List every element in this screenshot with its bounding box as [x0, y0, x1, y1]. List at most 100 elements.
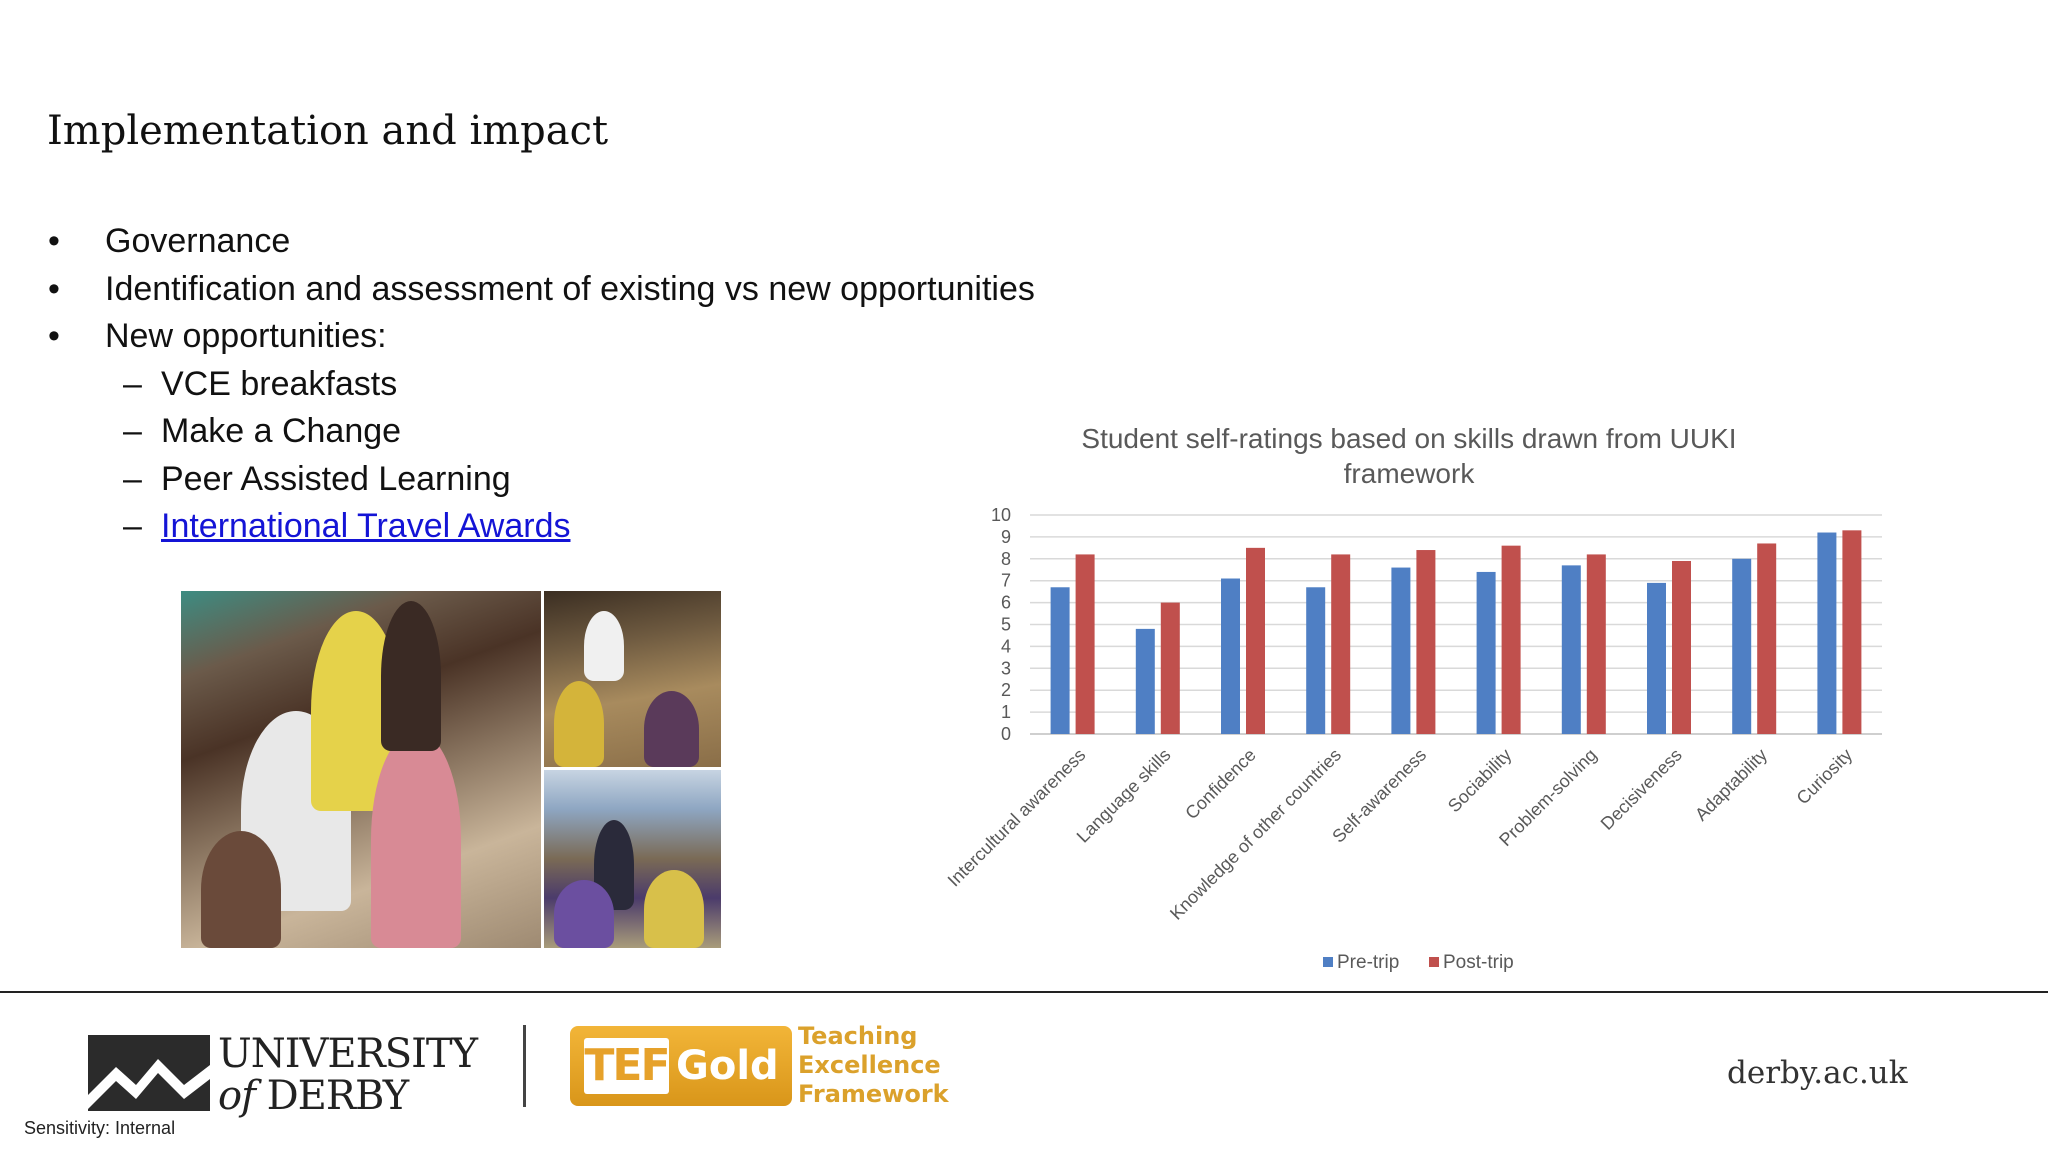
bullet-item: • Governance: [48, 218, 1035, 266]
y-tick-label: 6: [1001, 593, 1011, 613]
x-tick-label: Knowledge of other countries: [1166, 745, 1345, 924]
photo-figure: [381, 601, 441, 751]
photo-main: [181, 591, 541, 948]
website-url: derby.ac.uk: [1727, 1055, 1908, 1091]
x-tick-label: Curiosity: [1793, 745, 1857, 809]
photo-figure: [554, 681, 604, 767]
sub-bullet-item: – Peer Assisted Learning: [48, 456, 1035, 504]
bullet-marker: •: [48, 222, 60, 260]
bar-pre-trip: [1647, 582, 1666, 734]
photo-bottom-right: [544, 770, 721, 948]
photo-figure: [201, 831, 281, 948]
bullet-item: • New opportunities:: [48, 313, 1035, 361]
chart-title-line: framework: [1344, 458, 1476, 489]
x-tick-label: Confidence: [1181, 745, 1260, 824]
bar-pre-trip: [1476, 571, 1496, 734]
tef-wordmark: Teaching Excellence Framework: [798, 1022, 949, 1109]
legend-swatch: [1323, 957, 1333, 967]
y-tick-label: 3: [1001, 658, 1011, 678]
international-travel-awards-link[interactable]: International Travel Awards: [161, 507, 571, 545]
tef-level: Gold: [676, 1043, 779, 1089]
photo-figure: [644, 691, 699, 767]
bar-post-trip: [1672, 560, 1691, 734]
y-tick-label: 0: [1001, 724, 1011, 744]
sub-bullet-marker: –: [123, 459, 142, 498]
legend-label: Pre-trip: [1337, 952, 1399, 973]
y-tick-label: 1: [1001, 702, 1011, 722]
bar-pre-trip: [1050, 587, 1070, 734]
photo-collage: [181, 591, 721, 948]
photo-figure: [554, 880, 614, 948]
y-tick-label: 8: [1001, 549, 1011, 569]
sub-bullet-marker: –: [123, 507, 142, 545]
bar-post-trip: [1501, 545, 1521, 734]
bullet-text: New opportunities:: [105, 317, 387, 355]
sub-bullet-item: – Make a Change: [48, 408, 1035, 456]
logo-divider: [523, 1025, 526, 1107]
university-derby: DERBY: [266, 1073, 409, 1119]
x-tick-label: Decisiveness: [1597, 745, 1686, 834]
y-tick-label: 10: [991, 505, 1011, 525]
tef-badge-inner: TEF Gold: [576, 1032, 786, 1100]
bullet-list: • Governance • Identification and assessme…: [48, 218, 1035, 551]
bullet-marker: •: [48, 269, 60, 308]
x-tick-label: Intercultural awareness: [944, 745, 1090, 891]
footer-divider: [0, 991, 2048, 993]
bar-post-trip: [1331, 554, 1351, 734]
y-tick-label: 9: [1001, 527, 1011, 547]
bar-pre-trip: [1561, 565, 1581, 734]
bar-pre-trip: [1817, 532, 1837, 734]
university-line2: of DERBY: [218, 1075, 477, 1117]
bar-post-trip: [1246, 547, 1265, 734]
sub-bullet-item: – VCE breakfasts: [48, 361, 1035, 409]
university-line1: UNIVERSITY: [218, 1031, 478, 1077]
bar-chart: Student self-ratings based on skills dra…: [944, 423, 1882, 973]
slide-title: Implementation and impact: [47, 108, 609, 154]
bullet-text: Identification and assessment of existin…: [105, 269, 1035, 308]
bar-post-trip: [1842, 530, 1862, 734]
tef-gold-badge: TEF Gold: [570, 1026, 792, 1106]
bar-post-trip: [1416, 550, 1436, 734]
y-tick-label: 7: [1001, 571, 1011, 591]
sub-bullet-marker: –: [123, 364, 142, 403]
mountains-icon: [88, 1035, 210, 1111]
photo-figure: [644, 870, 704, 948]
photo-figure: [371, 731, 461, 948]
tef-word: Teaching: [798, 1022, 918, 1050]
tef-word: Framework: [798, 1080, 949, 1108]
bullet-item: • Identification and assessment of existi…: [48, 266, 1035, 314]
bar-pre-trip: [1306, 587, 1326, 734]
bar-pre-trip: [1135, 628, 1155, 734]
y-tick-label: 5: [1001, 615, 1011, 635]
legend-swatch: [1429, 957, 1439, 967]
x-tick-label: Adaptability: [1691, 745, 1771, 825]
sub-bullet-text: VCE breakfasts: [161, 364, 398, 403]
sub-bullet-text: Peer Assisted Learning: [161, 459, 511, 498]
photo-figure: [584, 611, 624, 681]
bar-post-trip: [1075, 554, 1095, 734]
university-of-derby-logo: UNIVERSITY of DERBY: [88, 1033, 488, 1117]
tef-word: Excellence: [798, 1051, 941, 1079]
sub-bullet-marker: –: [123, 412, 142, 450]
sensitivity-label: Sensitivity: Internal: [24, 1118, 176, 1138]
y-tick-label: 4: [1001, 636, 1011, 656]
bar-post-trip: [1757, 543, 1777, 734]
bullet-text: Governance: [105, 222, 291, 260]
bullet-marker: •: [48, 317, 60, 355]
bar-post-trip: [1160, 602, 1180, 734]
chart-title-line: Student self-ratings based on skills dra…: [1081, 423, 1736, 454]
photo-top-right: [544, 591, 721, 767]
legend-label: Post-trip: [1443, 952, 1514, 973]
y-tick-label: 2: [1001, 680, 1011, 700]
sub-bullet-item: – International Travel Awards: [48, 503, 1035, 551]
bar-pre-trip: [1391, 567, 1411, 734]
university-wordmark: UNIVERSITY of DERBY: [218, 1031, 478, 1117]
sub-bullet-text: Make a Change: [161, 412, 402, 450]
bar-pre-trip: [1221, 578, 1240, 734]
footer: [0, 993, 2048, 1152]
x-tick-label: Sociability: [1444, 745, 1515, 816]
bar-pre-trip: [1732, 558, 1752, 734]
bar-post-trip: [1586, 554, 1606, 734]
university-of: of: [218, 1073, 256, 1119]
tef-abbr: TEF: [584, 1038, 671, 1094]
